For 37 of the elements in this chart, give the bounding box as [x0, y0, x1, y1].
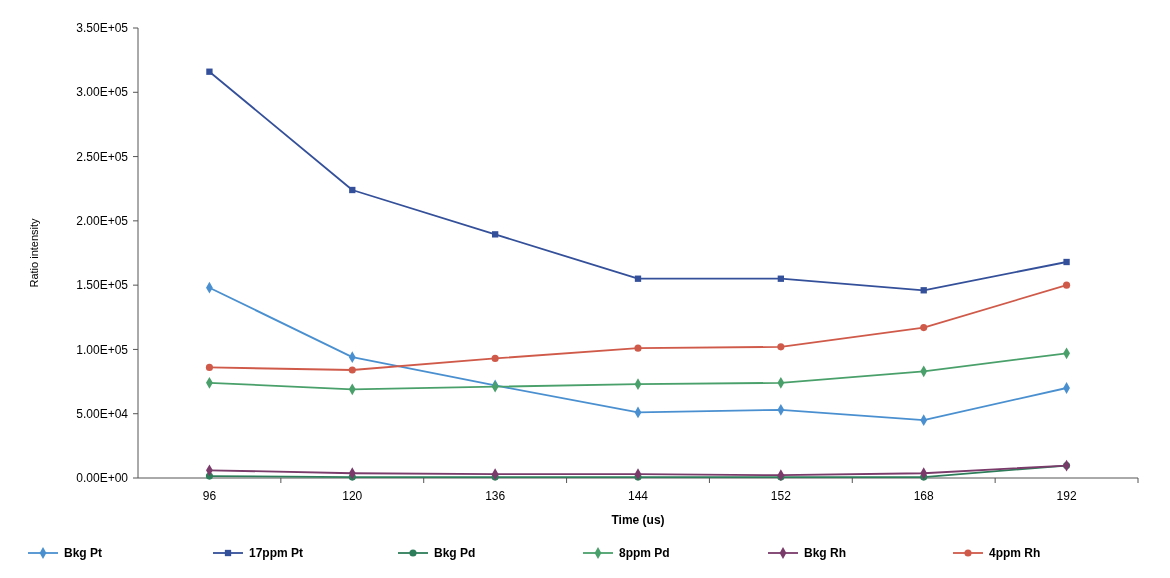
point: [777, 275, 785, 282]
y-tick-label: 1.00E+05: [76, 342, 129, 357]
point: [206, 68, 213, 75]
point: [634, 275, 642, 282]
y-tick-label: 1.50E+05: [76, 278, 129, 293]
y-tick-label: 2.50E+05: [76, 149, 129, 164]
legend-label: 4ppm Rh: [989, 546, 1041, 561]
legend-label: Bkg Pt: [64, 546, 103, 561]
x-axis-title: Time (us): [611, 513, 665, 527]
point: [348, 366, 356, 374]
x-tick-label: 120: [342, 489, 363, 503]
point: [920, 324, 928, 332]
y-tick-label: 3.00E+05: [76, 85, 129, 100]
y-tick-label: 5.00E+04: [76, 406, 129, 421]
point: [777, 343, 785, 351]
x-tick-label: 96: [202, 489, 217, 503]
y-tick-label: 3.50E+05: [76, 21, 129, 36]
legend-label: Bkg Rh: [804, 546, 846, 561]
point: [1063, 258, 1070, 266]
point: [205, 363, 213, 371]
y-tick-label: 0.00E+00: [76, 471, 129, 486]
x-tick-label: 192: [1056, 489, 1077, 503]
point: [634, 344, 642, 352]
point: [1063, 281, 1071, 289]
x-tick-label: 168: [913, 489, 935, 503]
legend-label: 17ppm Pt: [249, 546, 304, 561]
x-tick-label: 136: [485, 489, 506, 503]
point: [491, 354, 499, 362]
y-axis-title: Ratio intensity: [28, 217, 40, 288]
y-tick-label: 2.00E+05: [76, 214, 129, 229]
point: [920, 287, 927, 294]
legend-label: Bkg Pd: [434, 546, 476, 561]
legend-label: 8ppm Pd: [619, 546, 670, 561]
x-tick-label: 144: [627, 489, 649, 503]
x-tick-label: 152: [770, 489, 792, 503]
point: [491, 231, 499, 238]
point: [349, 186, 356, 194]
